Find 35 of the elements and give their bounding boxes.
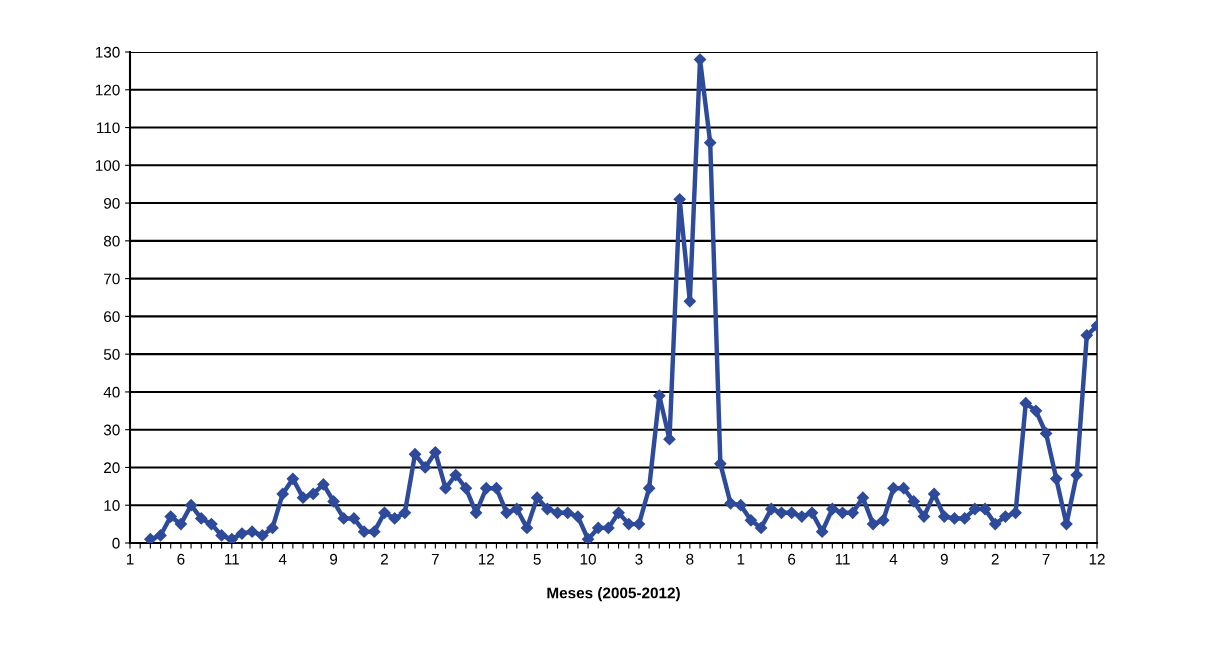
x-tick-label: 1 — [737, 553, 745, 565]
y-tick-label: 10 — [104, 500, 120, 511]
y-tick-label: 40 — [103, 386, 120, 398]
x-tick-label: 2 — [991, 553, 999, 565]
x-tick-label: 7 — [1042, 553, 1050, 565]
x-tick-label: 12 — [1089, 553, 1105, 565]
x-tick-label: 2 — [380, 553, 388, 565]
x-tick-label: 10 — [580, 553, 596, 565]
y-tick-label: 90 — [104, 197, 120, 209]
x-tick-label: 5 — [533, 553, 541, 565]
y-tick-label: 0 — [112, 537, 120, 549]
x-tick-label: 4 — [278, 553, 287, 565]
x-tick-label: 8 — [686, 553, 694, 565]
y-tick-label: 50 — [103, 349, 120, 360]
x-tick-label: 11 — [835, 553, 850, 565]
x-tick-label: 1 — [126, 553, 134, 565]
x-tick-label: 9 — [330, 553, 338, 565]
y-tick-label: 60 — [104, 311, 120, 323]
y-tick-label: 20 — [104, 462, 120, 474]
x-tick-label: 12 — [478, 553, 494, 565]
y-tick-label: 30 — [103, 424, 120, 436]
x-axis-title: Meses (2005-2012) — [547, 587, 680, 602]
x-tick-label: 6 — [177, 553, 185, 565]
x-tick-label: 6 — [788, 553, 796, 565]
y-tick-label: 130 — [95, 46, 120, 58]
y-tick-label: 120 — [95, 84, 120, 96]
y-tick-label: 80 — [103, 235, 120, 247]
y-tick-label: 100 — [95, 160, 120, 171]
x-tick-label: 9 — [940, 553, 948, 565]
x-tick-label: 3 — [635, 553, 643, 565]
x-tick-label: 11 — [225, 553, 239, 565]
y-tick-label: 110 — [97, 122, 120, 134]
x-tick-label: 7 — [431, 553, 439, 565]
x-tick-label: 4 — [889, 553, 898, 565]
y-tick-label: 70 — [104, 273, 120, 285]
